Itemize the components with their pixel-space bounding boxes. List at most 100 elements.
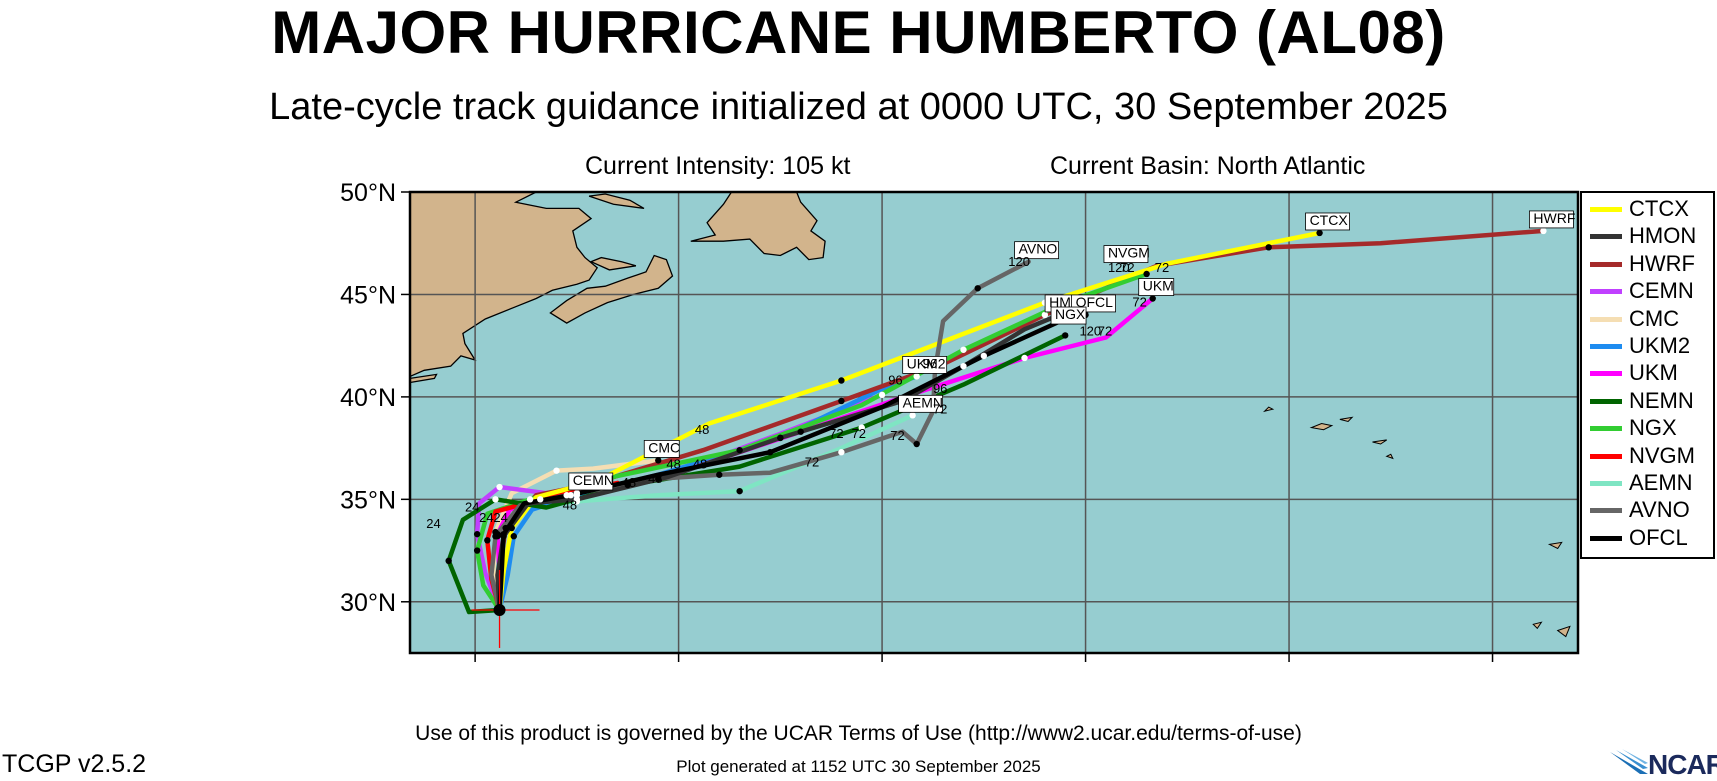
legend-label: HMON xyxy=(1629,223,1697,249)
track-point-avno xyxy=(492,533,499,540)
ocean-background xyxy=(410,192,1578,653)
island-madeira xyxy=(1547,541,1563,550)
track-point-ngx xyxy=(1143,270,1150,278)
legend-item-avno: AVNO xyxy=(1582,497,1713,523)
lon-tick-label: 60°W xyxy=(648,676,710,680)
track-end-label-ukm-box xyxy=(1138,278,1175,296)
track-end-label-ctcx: CTCX xyxy=(1310,212,1349,228)
track-annotation-label: 72 xyxy=(1120,260,1134,275)
track-end-label-cmc: CMC xyxy=(648,439,680,455)
track-point-hwrf xyxy=(1540,227,1547,235)
map-frame xyxy=(408,190,1580,655)
legend-swatch xyxy=(1590,481,1622,486)
track-annotation-label: 72 xyxy=(829,426,843,441)
track-point-ngx xyxy=(736,446,743,454)
legend-label: UKM2 xyxy=(1629,333,1691,358)
track-end-label-ukm2: UKM2 xyxy=(907,355,946,371)
track-annotation-label-box xyxy=(1050,306,1087,325)
island-azores-5 xyxy=(1385,453,1394,460)
track-point-nemn xyxy=(858,424,865,431)
track-point-ofcl xyxy=(567,492,574,499)
legend-item-cmc: CMC xyxy=(1582,306,1713,332)
lon-tick-label: 20°W xyxy=(1462,676,1524,680)
track-annotation-label: 96 xyxy=(888,373,902,388)
track-point-ngx xyxy=(960,346,967,353)
track-end-label-ctcx-box xyxy=(1305,212,1350,231)
track-point-nemn xyxy=(445,557,452,564)
land-anticosti xyxy=(588,193,645,210)
legend-swatch xyxy=(1590,508,1622,514)
land-newfoundland xyxy=(690,192,826,261)
track-annotation-label: 120 xyxy=(1079,323,1101,338)
track-annotation-label: 24 xyxy=(479,510,493,525)
track-point-aemn xyxy=(736,487,743,495)
lon-tick-label: 50°W xyxy=(851,676,913,680)
track-annotation-label: NGX xyxy=(1055,306,1086,322)
land-pei xyxy=(589,256,637,271)
track-point-nemn xyxy=(1062,332,1069,339)
track-point-cmc xyxy=(553,467,560,474)
forecast-hour-label: 96 xyxy=(923,356,937,371)
track-end-label-cmc-box xyxy=(643,440,680,458)
legend-swatch xyxy=(1590,316,1622,322)
track-point-avno xyxy=(838,449,845,456)
track-point-avno xyxy=(716,471,723,478)
track-point-hmon xyxy=(777,434,784,442)
legend-label: OFCL xyxy=(1629,524,1688,550)
current-intensity: Current Intensity: 105 kt xyxy=(585,152,851,180)
island-azores-2 xyxy=(1309,422,1334,431)
track-point-ctcx xyxy=(508,524,515,532)
track-point-hwrf xyxy=(1265,244,1272,251)
track-annotation-label: NVGM xyxy=(1108,245,1150,261)
track-annotation-label: 48 xyxy=(648,471,662,486)
legend-swatch xyxy=(1590,453,1622,459)
legend-label: NEMN xyxy=(1629,387,1694,413)
legend-swatch xyxy=(1590,344,1622,349)
track-point-hwrf xyxy=(502,524,509,532)
legend-swatch xyxy=(1590,426,1622,432)
legend-label: AVNO xyxy=(1629,497,1690,523)
track-point-ctcx xyxy=(838,377,845,384)
island-canary-2 xyxy=(1556,625,1571,638)
track-point-ofcl xyxy=(980,352,988,360)
legend-label: NGX xyxy=(1629,415,1677,441)
track-point-nemn xyxy=(492,496,499,503)
legend-item-nvgm: NVGM xyxy=(1582,443,1713,469)
track-point-ofcl xyxy=(500,530,507,538)
track-annotation-label: 72 xyxy=(1155,260,1169,275)
legend-label: HWRF xyxy=(1629,250,1695,276)
legend-item-ctcx: CTCX xyxy=(1582,196,1713,222)
legend-label: AEMN xyxy=(1629,470,1693,495)
track-nemn xyxy=(446,333,1068,615)
track-point-ukm xyxy=(1021,354,1028,362)
island-azores-4 xyxy=(1372,439,1387,445)
current-basin: Current Basin: North Atlantic xyxy=(1050,152,1366,180)
lat-tick-label: 30°N xyxy=(340,589,396,617)
track-annotation-label: 48 xyxy=(622,475,636,490)
track-point-hwrf xyxy=(1041,311,1049,319)
track-annotation-label: 72 xyxy=(805,455,819,470)
legend-swatch xyxy=(1590,207,1622,212)
track-ofcl xyxy=(497,312,1088,613)
ncar-logo: NCAR xyxy=(1608,748,1717,780)
legend-label: CEMN xyxy=(1629,278,1694,304)
legend-item-hwrf: HWRF xyxy=(1582,251,1713,277)
lon-tick-label: 40°W xyxy=(1055,676,1117,680)
legend-label: UKM xyxy=(1629,360,1678,386)
legend-swatch xyxy=(1590,371,1622,377)
legend-swatch xyxy=(1590,535,1622,541)
land-nova-scotia xyxy=(549,254,674,324)
track-annotation-label: 72 xyxy=(852,426,866,441)
island-azores-3 xyxy=(1339,416,1354,423)
track-point-hmon xyxy=(573,496,581,503)
track-point-cemn xyxy=(655,475,662,483)
forecast-hour-label: 48 xyxy=(563,498,577,513)
ncar-swoosh-icon xyxy=(1610,749,1648,774)
legend-item-ukm: UKM xyxy=(1582,360,1713,386)
track-annotation-label: 72 xyxy=(933,401,947,416)
map-layer: CTCX48HMONHWRFCMCUKM2UKM722448AEMNAVNO12… xyxy=(410,192,1578,653)
track-point-ctcx xyxy=(1316,229,1323,237)
track-point-ukm2 xyxy=(913,373,920,380)
track-point-ukm xyxy=(797,428,804,435)
track-point-nemn xyxy=(624,481,631,489)
